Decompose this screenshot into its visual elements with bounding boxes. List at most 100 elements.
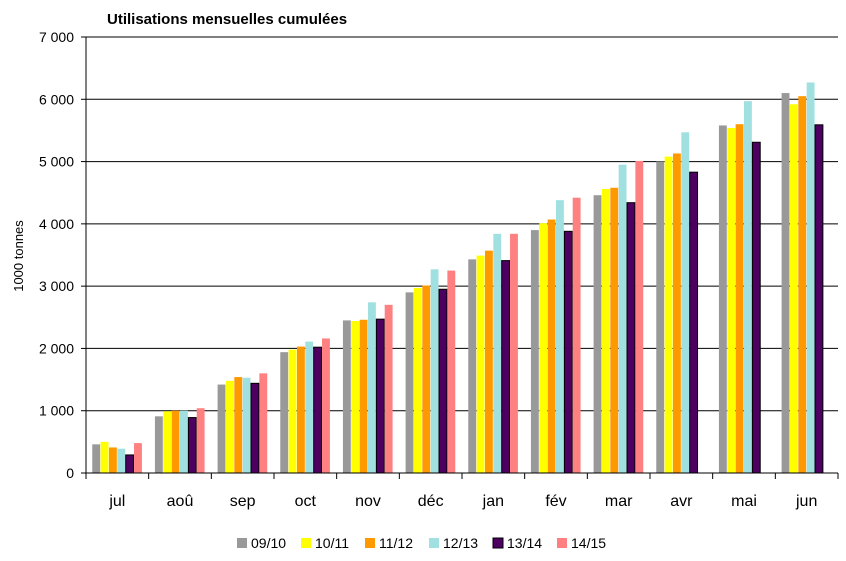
y-tick-label: 3 000 (39, 278, 74, 294)
bar (259, 373, 268, 473)
bar (342, 320, 351, 473)
bar (626, 202, 636, 474)
bar (100, 441, 109, 473)
bar (180, 410, 188, 473)
bar (305, 341, 314, 473)
y-tick-label: 4 000 (39, 216, 74, 232)
gridlines (86, 36, 838, 412)
bar (664, 156, 673, 473)
bar (368, 302, 376, 473)
legend-item: 09/10 (237, 535, 286, 551)
bar (539, 223, 548, 473)
bar (413, 288, 422, 473)
legend-swatch (429, 538, 439, 548)
bar (375, 318, 385, 474)
bar (618, 164, 627, 473)
bar (806, 82, 815, 473)
bar (556, 200, 564, 473)
bar (501, 260, 511, 474)
bar (163, 411, 172, 473)
bar (422, 285, 431, 473)
bar (789, 104, 798, 474)
x-tick-label: fév (545, 493, 566, 510)
y-axis-label: 1000 tonnes (11, 220, 26, 292)
bar (727, 127, 736, 473)
bar (468, 259, 477, 473)
bar (313, 346, 323, 474)
bar (234, 377, 243, 473)
bar (744, 101, 752, 474)
x-tick-label: déc (418, 493, 444, 510)
y-tick-label: 6 000 (39, 91, 74, 107)
legend-label: 12/13 (443, 535, 478, 551)
bar (92, 444, 101, 473)
bar (484, 250, 493, 473)
x-tick-label: aoû (167, 493, 194, 510)
bar (601, 188, 610, 474)
bar (108, 447, 117, 473)
bar (572, 197, 581, 473)
chart-title: Utilisations mensuelles cumulées (107, 11, 347, 28)
bar (384, 304, 393, 473)
bar (681, 132, 690, 474)
bar (196, 408, 205, 473)
bar (563, 230, 573, 474)
legend-swatch (557, 538, 567, 548)
bar (171, 410, 180, 473)
bar (117, 448, 126, 473)
bar (672, 153, 681, 473)
x-tick-label: mar (605, 493, 633, 510)
bar (751, 141, 761, 474)
bar (593, 195, 602, 473)
y-tick-label: 7 000 (39, 29, 74, 45)
bar (476, 255, 485, 473)
bar (781, 93, 790, 473)
axes (81, 36, 839, 479)
legend-item: 10/11 (301, 535, 349, 551)
legend-swatch (237, 538, 247, 548)
bar (134, 443, 142, 473)
y-tick-label: 1 000 (39, 403, 74, 419)
bar (547, 219, 556, 473)
y-tick-labels: 0 1 000 2 000 3 000 4 000 5 000 6 000 7 000 (39, 29, 74, 481)
bar (296, 346, 305, 473)
y-tick-label: 2 000 (39, 340, 74, 356)
bar (288, 349, 297, 473)
bar (322, 338, 330, 473)
legend-swatch (301, 538, 311, 548)
bars (92, 82, 824, 474)
legend-label: 10/11 (315, 535, 349, 551)
bar (635, 160, 644, 473)
x-tick-label: jan (482, 493, 504, 510)
bar (359, 319, 368, 473)
bar (280, 352, 289, 473)
x-tick-label: nov (355, 493, 381, 510)
x-tick-label: sep (230, 493, 256, 510)
bar (656, 161, 665, 473)
bar (405, 292, 414, 473)
legend-label: 11/12 (379, 535, 413, 551)
bar (351, 321, 360, 473)
y-tick-label: 0 (66, 465, 74, 481)
bar (798, 96, 807, 474)
bar (187, 417, 197, 474)
legend-item: 12/13 (429, 535, 478, 551)
bar (814, 124, 824, 474)
bar (493, 233, 502, 473)
x-tick-labels: jul aoû sep oct nov déc jan fév mar avr mai jun (108, 493, 817, 510)
bar (447, 270, 456, 473)
x-tick-label: jul (108, 493, 125, 510)
legend-label: 09/10 (251, 535, 286, 551)
legend-swatch (365, 538, 375, 548)
bar (242, 377, 251, 473)
y-tick-label: 5 000 (39, 154, 74, 170)
x-tick-label: mai (731, 493, 757, 510)
bar (154, 416, 163, 473)
legend-swatch (492, 537, 504, 549)
bar (217, 384, 226, 473)
x-tick-label: oct (295, 493, 317, 510)
bar (689, 171, 699, 474)
bar (125, 454, 135, 474)
